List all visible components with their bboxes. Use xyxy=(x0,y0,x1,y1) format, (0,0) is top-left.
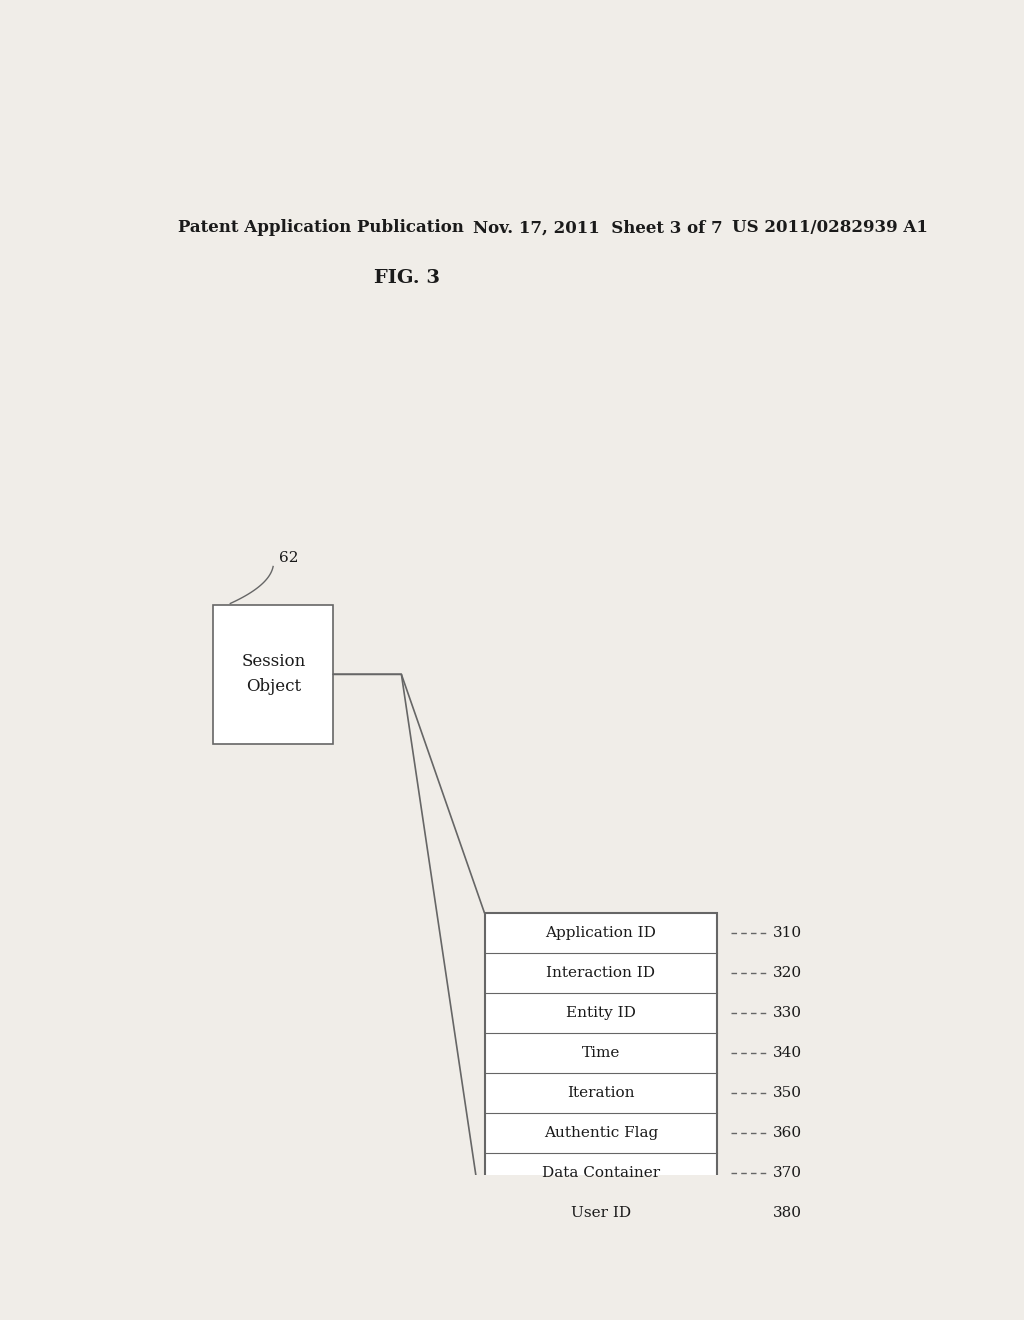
Bar xyxy=(213,605,334,743)
Text: 62: 62 xyxy=(280,550,299,565)
Text: 350: 350 xyxy=(773,1086,802,1100)
Text: 370: 370 xyxy=(773,1167,802,1180)
Text: Nov. 17, 2011  Sheet 3 of 7: Nov. 17, 2011 Sheet 3 of 7 xyxy=(473,219,723,236)
Text: Time: Time xyxy=(582,1047,620,1060)
Text: Authentic Flag: Authentic Flag xyxy=(544,1126,657,1140)
Text: Patent Application Publication: Patent Application Publication xyxy=(178,219,464,236)
Text: 330: 330 xyxy=(773,1006,802,1020)
Bar xyxy=(484,913,717,1233)
Text: Session
Object: Session Object xyxy=(242,653,305,696)
Text: User ID: User ID xyxy=(570,1206,631,1220)
Text: 380: 380 xyxy=(773,1206,802,1220)
Text: 360: 360 xyxy=(773,1126,802,1140)
Text: Interaction ID: Interaction ID xyxy=(546,966,655,979)
Text: US 2011/0282939 A1: US 2011/0282939 A1 xyxy=(732,219,929,236)
Text: Iteration: Iteration xyxy=(567,1086,635,1100)
Text: Application ID: Application ID xyxy=(546,927,656,940)
Text: 340: 340 xyxy=(773,1047,802,1060)
Text: 310: 310 xyxy=(773,927,802,940)
Text: 320: 320 xyxy=(773,966,802,979)
Text: Data Container: Data Container xyxy=(542,1167,659,1180)
Text: Entity ID: Entity ID xyxy=(566,1006,636,1020)
Text: FIG. 3: FIG. 3 xyxy=(374,269,440,286)
